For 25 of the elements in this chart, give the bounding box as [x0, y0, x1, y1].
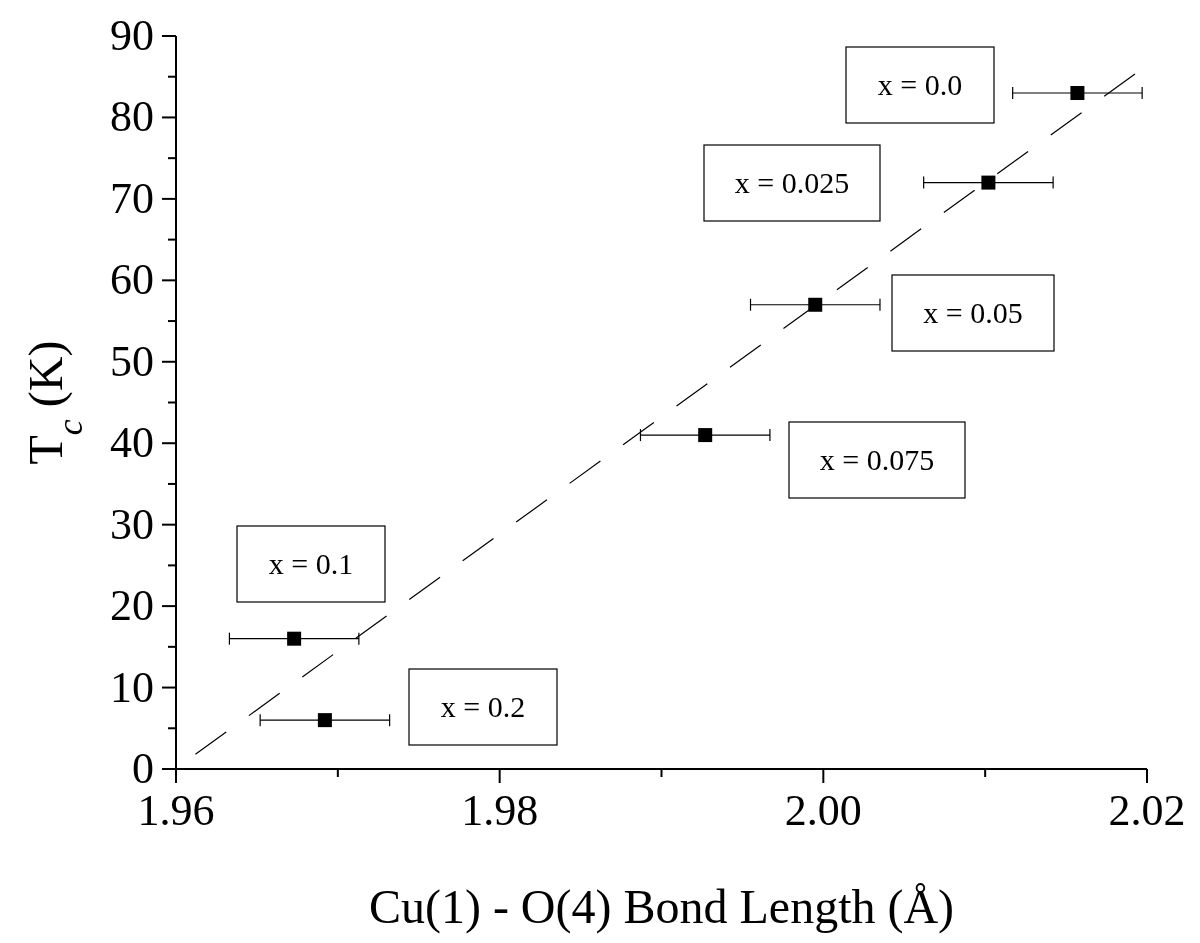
annotation: x = 0.075: [819, 443, 935, 476]
x-tick-label: 1.98: [461, 786, 539, 835]
x-tick-label: 2.02: [1108, 786, 1186, 835]
point: [981, 175, 996, 190]
annotation: x = 0.1: [268, 547, 354, 580]
x-tick-label: 2.00: [784, 786, 862, 835]
annotation: x = 0.2: [440, 690, 526, 723]
point: [698, 428, 713, 443]
point: [1070, 86, 1085, 101]
annotation: x = 0.05: [923, 296, 1023, 329]
y-tick-label: 80: [110, 92, 154, 142]
y-tick-label: 90: [110, 11, 154, 60]
y-tick-label: 40: [110, 418, 154, 468]
y-tick-label: 50: [110, 336, 154, 386]
point: [808, 297, 823, 312]
annotation: x = 0.0: [877, 68, 963, 101]
y-tick-label: 60: [110, 255, 154, 305]
x-axis-title: Cu(1) - O(4) Bond Length (Å): [368, 880, 955, 934]
point: [287, 631, 302, 646]
point: [317, 713, 332, 728]
y-tick-label: 20: [110, 581, 154, 631]
y-tick-label: 70: [110, 173, 154, 223]
y-tick-label: 30: [110, 499, 154, 549]
annotation: x = 0.025: [734, 166, 850, 199]
y-tick-label: 10: [110, 662, 154, 712]
